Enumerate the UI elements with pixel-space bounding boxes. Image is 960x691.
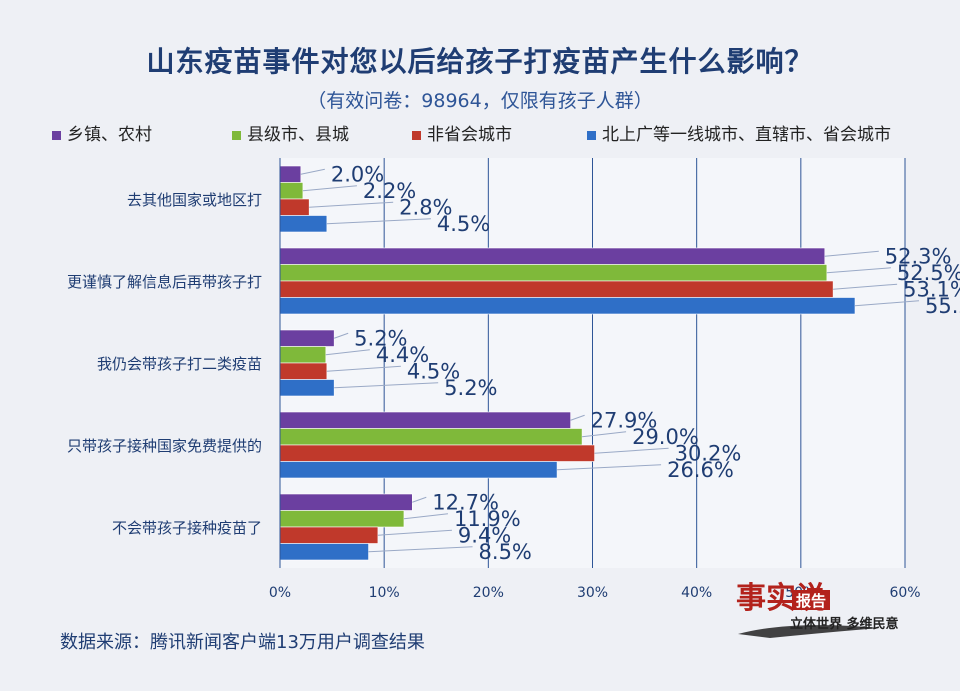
data-label: 26.6% bbox=[667, 458, 734, 482]
label-leader-line bbox=[377, 529, 452, 536]
bar bbox=[279, 526, 379, 544]
category-label: 更谨慎了解信息后再带孩子打 bbox=[67, 273, 262, 291]
legend-swatch-2 bbox=[232, 130, 241, 140]
chart-subtitle: （有效问卷：98964，仅限有孩子人群） bbox=[307, 90, 653, 112]
label-leader-line bbox=[826, 267, 891, 274]
label-leader-line bbox=[325, 349, 370, 356]
bar bbox=[279, 182, 304, 200]
x-tick-label: 60% bbox=[889, 585, 920, 601]
brush-stroke-icon bbox=[738, 625, 880, 638]
legend-item-1: 乡镇、农村 bbox=[52, 120, 152, 145]
data-label: 2.8% bbox=[399, 196, 452, 220]
data-label: 29.0% bbox=[632, 425, 699, 449]
data-label: 9.4% bbox=[458, 524, 511, 548]
data-label: 55.2% bbox=[925, 294, 960, 318]
label-leader-line bbox=[833, 283, 898, 290]
x-tick-label: 30% bbox=[577, 585, 608, 601]
data-label: 30.2% bbox=[675, 442, 742, 466]
label-leader-line bbox=[594, 447, 669, 454]
bar bbox=[279, 280, 834, 298]
watermark-logo: 事实说 报告 立体世界 多维民意 bbox=[736, 581, 899, 638]
label-leader-line bbox=[302, 185, 357, 192]
category-label: 不会带孩子接种疫苗了 bbox=[112, 519, 262, 537]
x-tick-label: 40% bbox=[681, 585, 712, 601]
data-label: 53.1% bbox=[903, 278, 960, 302]
bar bbox=[279, 379, 335, 397]
data-label: 4.5% bbox=[437, 212, 490, 236]
data-label: 27.9% bbox=[591, 409, 658, 433]
badge-text: 报告 bbox=[796, 592, 826, 610]
data-label: 2.2% bbox=[363, 179, 416, 203]
label-leader-line bbox=[403, 513, 449, 520]
bar bbox=[279, 198, 310, 216]
data-label: 52.5% bbox=[897, 261, 960, 285]
data-label: 12.7% bbox=[432, 491, 499, 515]
bar bbox=[279, 461, 558, 479]
data-label: 8.5% bbox=[479, 540, 532, 564]
label-leader-line bbox=[309, 201, 394, 208]
legend-swatch-4 bbox=[587, 130, 596, 140]
bar bbox=[279, 428, 583, 446]
badge-box bbox=[792, 590, 830, 610]
legend-swatch-1 bbox=[52, 130, 61, 140]
data-label: 5.2% bbox=[444, 376, 497, 400]
x-tick-label: 0% bbox=[269, 585, 291, 601]
label-leader-line bbox=[326, 218, 431, 225]
legend-label-1: 乡镇、农村 bbox=[67, 125, 152, 145]
legend-item-4: 北上广等一线城市、直辖市、省会城市 bbox=[587, 120, 891, 145]
bar bbox=[279, 510, 405, 528]
bar bbox=[279, 297, 856, 315]
data-label: 5.2% bbox=[354, 327, 407, 351]
legend-label-2: 县级市、县城 bbox=[247, 125, 349, 145]
x-tick-label: 10% bbox=[369, 585, 400, 601]
x-tick-label: 20% bbox=[473, 585, 504, 601]
legend-label-3: 非省会城市 bbox=[427, 125, 512, 145]
legend-swatch-3 bbox=[412, 130, 421, 140]
label-leader-line bbox=[326, 365, 401, 372]
data-label: 2.0% bbox=[331, 163, 384, 187]
label-leader-line bbox=[333, 332, 349, 339]
bar bbox=[279, 215, 328, 233]
data-label: 4.4% bbox=[376, 343, 429, 367]
bar bbox=[279, 247, 826, 265]
data-source: 数据来源：腾讯新闻客户端13万用户调查结果 bbox=[60, 632, 425, 653]
legend: 乡镇、农村 县级市、县城 非省会城市 北上广等一线城市、直辖市、省会城市 bbox=[52, 120, 932, 145]
label-leader-line bbox=[300, 168, 325, 175]
label-leader-line bbox=[582, 431, 627, 438]
label-leader-line bbox=[412, 496, 427, 503]
label-leader-line bbox=[334, 382, 439, 389]
data-label: 4.5% bbox=[407, 360, 460, 384]
data-label: 52.3% bbox=[885, 245, 952, 269]
category-label: 去其他国家或地区打 bbox=[127, 191, 262, 209]
chart-title: 山东疫苗事件对您以后给孩子打疫苗产生什么影响？ bbox=[146, 45, 814, 78]
bar bbox=[279, 165, 302, 183]
data-label: 11.9% bbox=[454, 507, 521, 531]
legend-label-4: 北上广等一线城市、直辖市、省会城市 bbox=[602, 125, 891, 145]
bar bbox=[279, 444, 595, 462]
category-label: 我仍会带孩子打二类疫苗 bbox=[97, 355, 262, 373]
bar bbox=[279, 362, 328, 380]
label-leader-line bbox=[557, 464, 662, 471]
category-label: 只带孩子接种国家免费提供的 bbox=[67, 437, 262, 455]
bar bbox=[279, 264, 828, 282]
label-leader-line bbox=[368, 546, 473, 553]
label-leader-line bbox=[854, 300, 920, 307]
logo-slogan: 立体世界 多维民意 bbox=[790, 616, 899, 632]
bar bbox=[279, 329, 335, 347]
label-leader-line bbox=[824, 250, 879, 257]
label-leader-line bbox=[570, 414, 585, 421]
bar bbox=[279, 346, 327, 364]
legend-item-3: 非省会城市 bbox=[412, 120, 512, 145]
bar bbox=[279, 493, 413, 511]
bar bbox=[279, 543, 369, 561]
legend-item-2: 县级市、县城 bbox=[232, 120, 349, 145]
bar bbox=[279, 411, 571, 429]
